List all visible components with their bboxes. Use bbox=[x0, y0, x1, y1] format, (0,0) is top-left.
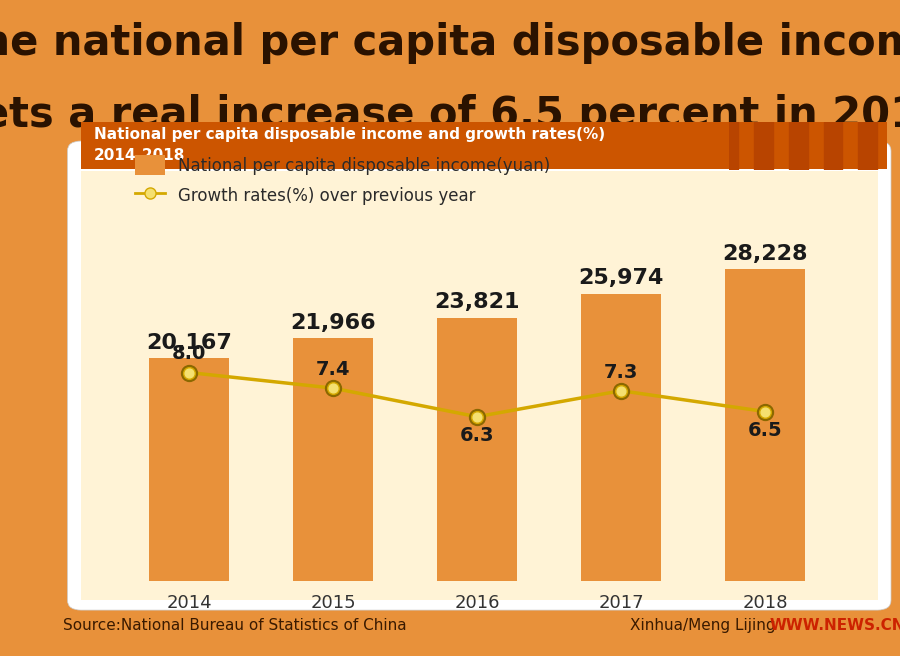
Text: 7.3: 7.3 bbox=[604, 363, 638, 382]
Point bbox=[470, 411, 484, 422]
Text: gets a real increase of 6.5 percent in 2018: gets a real increase of 6.5 percent in 2… bbox=[0, 94, 900, 136]
Text: WWW.NEWS.CN: WWW.NEWS.CN bbox=[770, 618, 900, 633]
Bar bbox=[581, 294, 661, 581]
Text: 25,974: 25,974 bbox=[579, 268, 663, 289]
Text: National per capita disposable income and growth rates(%)
2014-2018: National per capita disposable income an… bbox=[94, 127, 605, 163]
Point bbox=[326, 383, 340, 394]
Bar bbox=[725, 269, 805, 581]
Legend: National per capita disposable income(yuan), Growth rates(%) over previous year: National per capita disposable income(yu… bbox=[128, 148, 557, 213]
Text: 8.0: 8.0 bbox=[172, 344, 206, 363]
Text: 6.3: 6.3 bbox=[460, 426, 494, 445]
Text: 20,167: 20,167 bbox=[146, 333, 232, 352]
Point bbox=[614, 386, 628, 396]
Point bbox=[182, 367, 196, 378]
Text: Source:National Bureau of Statistics of China: Source:National Bureau of Statistics of … bbox=[63, 618, 407, 633]
Point bbox=[614, 386, 628, 396]
Text: 7.4: 7.4 bbox=[316, 360, 350, 379]
Point bbox=[326, 383, 340, 394]
Text: Xinhua/Meng Lijing: Xinhua/Meng Lijing bbox=[630, 618, 776, 633]
Bar bbox=[293, 338, 373, 581]
Point bbox=[470, 411, 484, 422]
Point bbox=[758, 406, 772, 417]
Text: The national per capita disposable income: The national per capita disposable incom… bbox=[0, 22, 900, 64]
Bar bbox=[437, 318, 517, 581]
Bar bbox=[149, 358, 229, 581]
Point bbox=[758, 406, 772, 417]
Text: 6.5: 6.5 bbox=[748, 420, 782, 440]
Text: 23,821: 23,821 bbox=[434, 292, 520, 312]
Point bbox=[182, 367, 196, 378]
Text: 21,966: 21,966 bbox=[290, 313, 376, 333]
Text: 28,228: 28,228 bbox=[722, 243, 808, 264]
